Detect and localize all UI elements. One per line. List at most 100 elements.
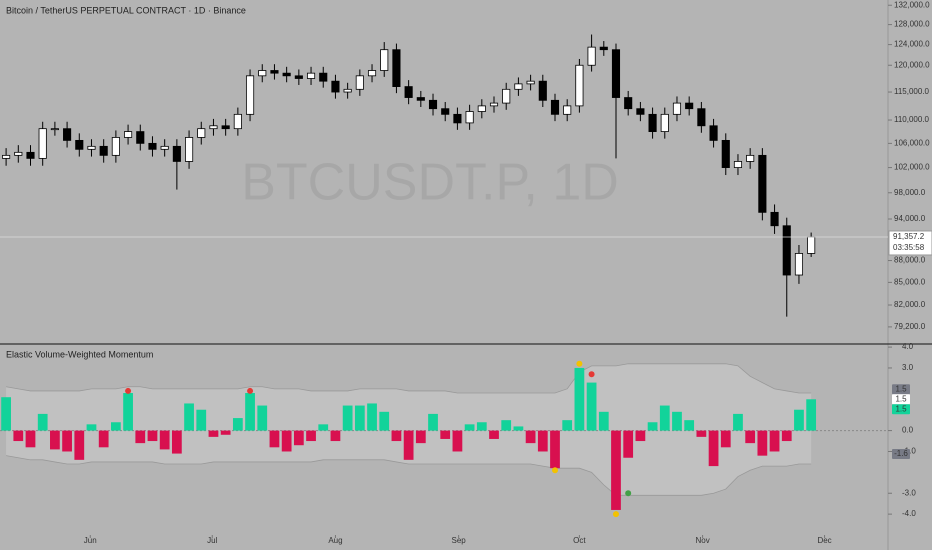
- signal-dot: [576, 360, 583, 367]
- y-tick-label: 94,000.0: [894, 214, 926, 223]
- candle-body: [526, 80, 535, 85]
- candle-body: [709, 125, 718, 141]
- histogram-bar: [281, 430, 292, 452]
- histogram-bar: [720, 430, 731, 448]
- histogram-bar: [220, 430, 231, 435]
- candle-body: [648, 113, 657, 132]
- value-tag: [892, 449, 910, 460]
- y-tick-label: 98,000.0: [894, 188, 926, 197]
- histogram-bar: [696, 430, 707, 437]
- candle-body: [185, 137, 194, 162]
- signal-dot: [125, 387, 132, 394]
- histogram-bar: [745, 430, 756, 444]
- value-tag-label: 1.5: [895, 394, 907, 403]
- y-tick-label: -3.0: [902, 488, 916, 497]
- candle-body: [294, 75, 303, 79]
- histogram-bar: [135, 430, 146, 444]
- x-tick-label: Oct: [573, 536, 586, 545]
- histogram-bar: [208, 430, 219, 437]
- histogram-bar: [50, 430, 60, 450]
- candle-body: [807, 236, 816, 254]
- value-tag-label: -1.6: [894, 449, 908, 458]
- histogram-bar: [403, 430, 414, 460]
- histogram-bar: [513, 426, 524, 431]
- histogram-bar: [37, 413, 48, 431]
- candle-body: [746, 154, 755, 162]
- candle-body: [233, 113, 242, 130]
- y-tick-label: 85,000.0: [894, 277, 926, 286]
- histogram-bar: [13, 430, 24, 442]
- x-tick-label: Dec: [817, 536, 831, 545]
- candle-body: [367, 70, 377, 77]
- histogram-bar: [757, 430, 768, 456]
- price-tag: [888, 230, 932, 256]
- histogram-bar: [476, 422, 487, 431]
- histogram-bar: [647, 422, 658, 431]
- histogram-bar: [537, 430, 548, 452]
- candle-body: [404, 86, 413, 98]
- candle-body: [782, 225, 791, 276]
- candle-body: [355, 75, 364, 90]
- candle-body: [221, 125, 230, 130]
- histogram-bar: [440, 430, 451, 439]
- histogram-bar: [550, 430, 560, 469]
- candle-body: [441, 108, 450, 115]
- histogram-bar: [684, 420, 695, 431]
- candle-body: [172, 145, 181, 162]
- histogram-bar: [74, 430, 85, 460]
- y-tick-label: 132,000.0: [894, 0, 930, 9]
- signal-dot: [552, 467, 558, 474]
- candle-body: [672, 102, 682, 115]
- x-tick-label: Jul: [207, 536, 217, 545]
- candle-body: [392, 49, 401, 87]
- candle-body: [514, 83, 523, 90]
- candle-body: [99, 145, 108, 156]
- histogram-bar: [318, 424, 329, 431]
- candle-body: [550, 99, 560, 115]
- y-tick-label: 82,000.0: [894, 300, 926, 309]
- x-tick-label: Jun: [84, 536, 97, 545]
- histogram-bar: [428, 413, 438, 431]
- candle-body: [319, 72, 328, 82]
- candle-body: [331, 80, 340, 93]
- histogram-bar: [171, 430, 182, 454]
- signal-dot: [612, 511, 619, 518]
- candle-body: [489, 102, 499, 107]
- histogram-bar: [781, 430, 792, 442]
- value-tag: [892, 394, 910, 405]
- histogram-bar: [367, 403, 377, 431]
- histogram-bar: [123, 393, 133, 431]
- candle-body: [538, 80, 547, 101]
- candle-body: [2, 154, 11, 159]
- value-tag: [892, 404, 910, 415]
- candle-body: [258, 70, 267, 77]
- candle-body: [477, 105, 486, 112]
- y-tick-label: 3.0: [902, 363, 914, 372]
- candle-body: [453, 113, 462, 124]
- histogram-bar: [293, 430, 304, 446]
- histogram-bar: [415, 430, 426, 444]
- candle-body: [38, 128, 47, 159]
- histogram-bar: [574, 367, 585, 431]
- candle-body: [111, 137, 120, 156]
- candle-body: [270, 70, 279, 74]
- histogram-bar: [196, 409, 207, 431]
- candle-body: [124, 131, 133, 138]
- histogram-bar: [806, 399, 817, 431]
- candle-body: [209, 125, 218, 130]
- histogram-bar: [525, 430, 536, 444]
- histogram-bar: [391, 430, 402, 442]
- histogram-bar: [635, 430, 646, 442]
- signal-dot: [625, 490, 632, 497]
- value-tag-label: 1.5: [895, 404, 907, 413]
- histogram-bar: [452, 430, 463, 452]
- chart-title: Bitcoin / TetherUS PERPETUAL CONTRACT · …: [6, 5, 246, 15]
- histogram-bar: [245, 393, 255, 431]
- candle-body: [563, 105, 572, 115]
- candle-body: [136, 131, 145, 144]
- y-tick-label: 4.0: [902, 342, 914, 351]
- candle-body: [624, 97, 633, 110]
- candle-body: [148, 142, 157, 150]
- histogram-bar: [623, 430, 634, 458]
- histogram-bar: [354, 405, 365, 431]
